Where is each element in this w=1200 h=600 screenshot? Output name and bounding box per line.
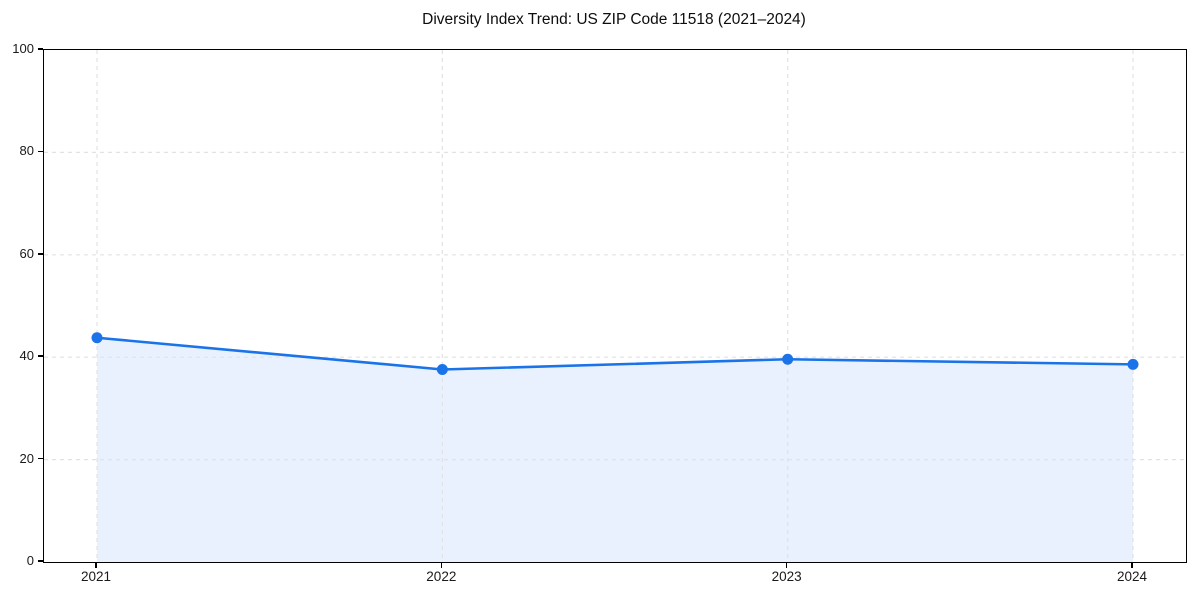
area-fill — [97, 337, 1133, 562]
y-tick-mark — [38, 355, 43, 357]
y-tick-mark — [38, 560, 43, 562]
data-point-marker — [436, 363, 448, 375]
data-point-marker — [91, 332, 103, 344]
y-tick-label: 40 — [19, 348, 34, 364]
y-tick-mark — [38, 457, 43, 460]
x-tick-label: 2021 — [80, 569, 112, 584]
x-tick-mark — [1131, 562, 1133, 568]
x-tick-label: 2022 — [426, 569, 457, 584]
chart-title: Diversity Index Trend: US ZIP Code 11518… — [422, 11, 806, 28]
plot-area — [43, 49, 1187, 563]
trend-line — [95, 336, 1135, 371]
y-tick-label: 80 — [19, 143, 34, 159]
y-tick-label: 20 — [19, 450, 34, 466]
y-tick-mark — [38, 48, 43, 50]
x-tick-mark — [95, 562, 97, 568]
line-chart-canvas — [44, 50, 1186, 562]
data-point-marker — [782, 353, 794, 365]
y-tick-label: 100 — [12, 41, 34, 56]
data-point-marker — [1127, 358, 1139, 370]
x-tick-label: 2024 — [1116, 569, 1148, 584]
y-tick-mark — [38, 150, 43, 153]
x-tick-mark — [440, 562, 443, 568]
y-tick-label: 60 — [19, 245, 34, 261]
x-tick-label: 2023 — [771, 569, 802, 584]
x-tick-mark — [785, 562, 788, 568]
y-tick-label: 0 — [26, 553, 34, 568]
y-tick-mark — [38, 253, 43, 255]
